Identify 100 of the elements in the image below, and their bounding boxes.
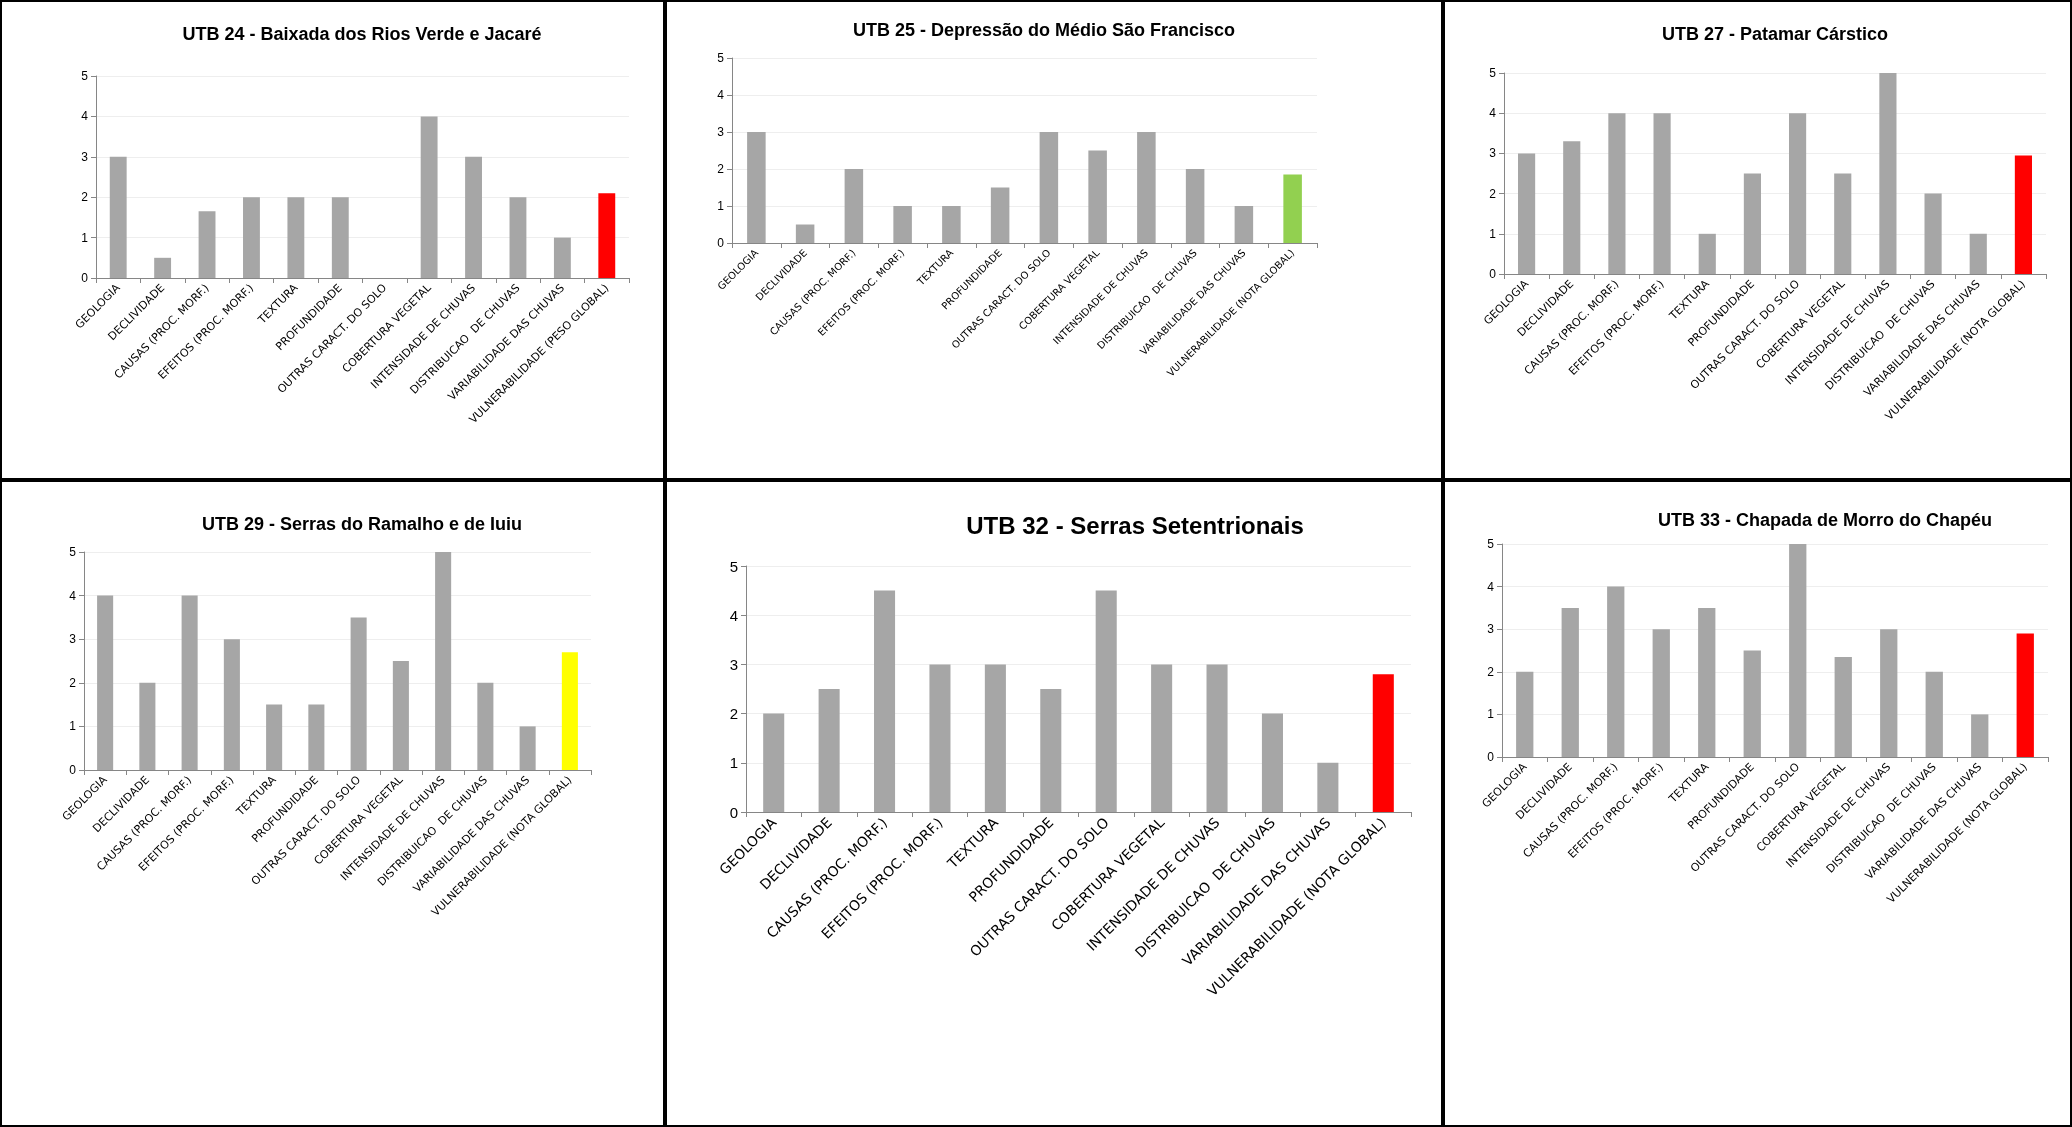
bar <box>598 193 616 278</box>
y-tick-label: 0 <box>69 763 77 777</box>
bar <box>519 726 536 770</box>
y-tick-label: 4 <box>1489 106 1497 121</box>
bar <box>465 156 482 278</box>
bar <box>795 224 815 243</box>
bar <box>435 552 452 770</box>
y-tick-label: 1 <box>729 754 738 772</box>
bar <box>1137 132 1156 243</box>
y-tick-label: 0 <box>729 803 738 821</box>
y-tick-label: 3 <box>69 632 77 647</box>
bar <box>818 689 840 812</box>
y-tick-label: 1 <box>81 230 89 245</box>
bar <box>553 237 571 278</box>
bar <box>561 652 578 770</box>
bar <box>350 617 367 770</box>
y-tick-label: 0 <box>1489 267 1497 281</box>
y-tick-label: 5 <box>717 51 725 65</box>
bar <box>1516 671 1534 757</box>
bar <box>1206 664 1228 812</box>
y-tick-label: 0 <box>81 271 89 285</box>
bar <box>893 206 912 243</box>
bar <box>1039 132 1059 243</box>
bar <box>1924 193 1942 274</box>
y-tick-label: 4 <box>729 606 738 624</box>
bar <box>1653 113 1671 274</box>
y-tick-label: 1 <box>1487 707 1495 722</box>
bar <box>1834 656 1852 757</box>
y-tick-label: 4 <box>1487 579 1495 594</box>
bar <box>984 664 1006 812</box>
bar <box>747 132 766 243</box>
bar <box>2016 633 2034 757</box>
bar <box>97 595 114 770</box>
y-tick-label: 3 <box>729 655 738 673</box>
bar <box>1563 141 1581 274</box>
y-tick-label: 1 <box>69 719 77 734</box>
bar <box>287 197 305 278</box>
bar <box>1743 173 1761 274</box>
bar <box>1789 113 1807 274</box>
y-tick-label: 2 <box>81 190 89 205</box>
y-tick-label: 2 <box>717 162 725 176</box>
y-tick-label: 5 <box>81 69 89 83</box>
bar <box>1698 233 1716 274</box>
chart-title: UTB 24 - Baixada dos Rios Verde e Jacaré <box>182 24 542 44</box>
bar <box>1743 650 1761 757</box>
bar <box>1561 607 1579 757</box>
bar <box>331 197 349 278</box>
y-tick-label: 3 <box>1489 146 1497 161</box>
y-tick-label: 3 <box>717 125 725 139</box>
bar <box>1971 714 1989 757</box>
y-tick-label: 5 <box>1489 66 1497 80</box>
chart-title: UTB 29 - Serras do Ramalho e de Iuiu <box>201 514 523 534</box>
bar <box>990 187 1010 243</box>
bar <box>198 211 216 278</box>
bar <box>1652 629 1670 757</box>
y-tick-label: 0 <box>717 236 725 250</box>
bar <box>929 664 951 812</box>
bar <box>1698 607 1716 757</box>
chart-title: UTB 27 - Patamar Cárstico <box>1661 24 1889 44</box>
bar <box>763 713 785 812</box>
bar <box>509 197 527 278</box>
y-tick-label: 2 <box>729 705 738 723</box>
bar <box>1088 150 1107 243</box>
bar <box>1317 762 1339 812</box>
bar <box>1607 586 1625 757</box>
y-tick-label: 3 <box>81 149 89 164</box>
bar <box>1789 544 1807 757</box>
y-tick-label: 2 <box>1489 186 1497 201</box>
bar <box>139 682 156 770</box>
y-tick-label: 3 <box>1487 622 1495 637</box>
bar <box>1608 113 1626 274</box>
y-tick-label: 1 <box>717 199 725 213</box>
bar <box>109 156 127 278</box>
bar <box>1834 173 1852 274</box>
bar <box>2014 155 2032 274</box>
bar <box>942 206 961 243</box>
bar <box>1185 169 1205 243</box>
bar <box>1880 629 1898 757</box>
bar <box>844 169 864 243</box>
bar <box>874 590 896 812</box>
chart-title: UTB 32 - Serras Setentrionais <box>966 511 1304 539</box>
bar <box>1234 206 1254 243</box>
bar <box>1040 689 1062 812</box>
bar <box>392 661 409 770</box>
bar <box>1095 590 1117 812</box>
bar <box>1261 713 1283 812</box>
bar <box>1372 674 1394 812</box>
y-tick-label: 4 <box>717 88 725 102</box>
y-tick-label: 2 <box>69 675 77 690</box>
y-tick-label: 5 <box>1487 537 1495 551</box>
y-tick-label: 0 <box>1487 750 1495 764</box>
bar <box>266 704 283 770</box>
y-tick-label: 2 <box>1487 664 1495 679</box>
bar <box>243 197 260 278</box>
bar <box>154 257 172 278</box>
bar <box>1879 73 1897 274</box>
bar <box>420 116 438 278</box>
bar <box>1518 153 1536 274</box>
bar <box>1969 233 1987 274</box>
bar <box>1925 671 1943 757</box>
